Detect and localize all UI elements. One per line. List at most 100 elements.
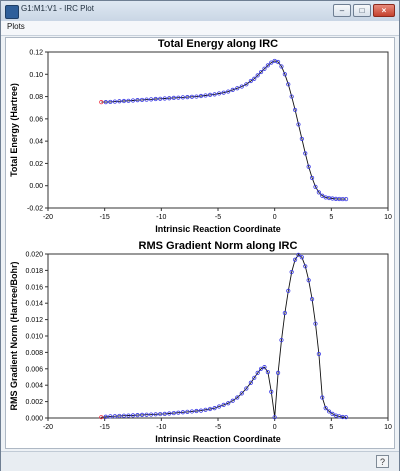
status-bar: ? <box>1 451 399 471</box>
window-title: G1:M1:V1 - IRC Plot <box>21 4 94 13</box>
chart-1-data-point <box>258 366 264 371</box>
chart-1-data-point <box>207 406 213 412</box>
chart-0-ytick-label: 0.10 <box>29 72 43 79</box>
chart-1-data-point <box>198 408 204 413</box>
chart-1-series-line <box>101 254 347 418</box>
chart-1-data-point <box>130 413 136 418</box>
chart-0-data-point <box>313 184 318 189</box>
chart-1-data-point <box>244 386 249 391</box>
chart-0-data-point <box>306 164 311 169</box>
chart-1-data-point <box>153 412 158 417</box>
chart-0-data-point <box>130 98 136 103</box>
chart-1-data-point <box>239 391 244 396</box>
chart-0-data-point <box>198 93 204 99</box>
chart-1-ytick-label: 0.004 <box>25 383 43 390</box>
chart-1-data-point <box>252 375 257 380</box>
plot-area: Total Energy along IRC -20 -15 -10 -5 0 5 10 -0.… <box>5 37 395 449</box>
chart-0-data-point <box>343 196 349 202</box>
chart-1-xtick-label: 0 <box>273 424 277 431</box>
chart-0-data-point <box>162 96 167 101</box>
chart-1-data-point <box>269 389 274 394</box>
chart-1-data-point <box>158 411 163 417</box>
chart-0-data-point <box>262 66 267 71</box>
chart-1-data-point <box>286 288 291 293</box>
chart-1-data-point <box>306 278 311 283</box>
chart-1-data-point <box>185 409 190 414</box>
chart-0-xtick-label: 10 <box>384 214 392 221</box>
chart-0-data-point <box>139 97 145 103</box>
chart-0-data-point <box>135 98 140 103</box>
help-icon[interactable]: ? <box>376 455 389 468</box>
chart-0-data-point <box>309 175 315 181</box>
chart-0-data-point <box>207 92 213 98</box>
chart-1-ytick-label: 0.016 <box>25 284 43 291</box>
chart-0-data-point <box>275 59 281 65</box>
chart-0-ylabel: Total Energy (Hartree) <box>9 83 19 177</box>
maximize-icon: □ <box>359 6 365 15</box>
chart-0-ytick-label: 0.08 <box>29 94 43 101</box>
chart-0-data-point <box>289 94 294 99</box>
chart-0-data-point <box>103 100 108 105</box>
chart-0-data-point <box>292 107 298 113</box>
chart-0-data-point <box>112 99 117 104</box>
chart-1-data-point <box>135 413 140 418</box>
chart-1-data-point <box>275 370 281 375</box>
chart-0-xlabel: Intrinsic Reaction Coordinate <box>155 224 281 234</box>
chart-0-xtick-label: 5 <box>329 214 333 221</box>
chart-1-data-point <box>112 414 117 419</box>
chart-1-xtick-label: -5 <box>215 424 221 431</box>
close-button[interactable]: × <box>373 4 395 17</box>
chart-1-data-point <box>313 321 318 326</box>
chart-1-xtick-label: -10 <box>156 424 166 431</box>
chart-1-data-point <box>203 407 208 412</box>
chart-0-data-point <box>121 98 127 104</box>
chart-1-ytick-label: 0.002 <box>25 399 43 406</box>
chart-1-ytick-label: 0.010 <box>25 334 43 341</box>
chart-1-data-point <box>176 410 181 415</box>
chart-0-data-point <box>176 95 181 100</box>
maximize-button[interactable]: □ <box>353 4 371 17</box>
chart-1-ytick-label: 0.020 <box>25 252 43 259</box>
chart-0-data-point <box>149 97 154 102</box>
chart-0-xtick-label: -20 <box>43 214 53 221</box>
chart-0-ytick-label: 0.00 <box>29 183 43 190</box>
chart-1-data-point <box>309 296 315 302</box>
chart-1-ylabel: RMS Gradient Norm (Hartree/Bohr) <box>9 261 19 410</box>
chart-0-data-point <box>99 100 104 105</box>
irc-plots-svg: Total Energy along IRC -20 -15 -10 -5 0 5 10 -0.… <box>9 38 392 444</box>
chart-1-data-point <box>292 257 298 262</box>
chart-1-data-point <box>282 310 287 316</box>
title-bar[interactable]: G1:M1:V1 - IRC Plot – □ × <box>1 1 399 22</box>
chart-1-data-point <box>303 264 308 269</box>
chart-0-data-point <box>158 96 163 101</box>
chart-1-data-point <box>103 414 108 419</box>
chart-1-frame <box>47 253 389 419</box>
chart-1-data-point <box>272 415 277 420</box>
chart-0-data-point <box>244 82 249 87</box>
chart-1-data-point <box>265 369 270 375</box>
chart-1-data-point <box>226 401 231 406</box>
chart-0-data-point <box>286 82 291 87</box>
chart-1-ytick-label: 0.008 <box>25 350 43 357</box>
chart-0-data-point <box>180 95 185 100</box>
minimize-button[interactable]: – <box>333 4 351 17</box>
chart-0-data-point <box>303 151 308 156</box>
chart-1-data-point <box>326 409 332 414</box>
menu-plots[interactable]: Plots <box>7 22 25 31</box>
chart-1-data-point <box>262 365 267 370</box>
chart-0-data-point <box>185 95 190 100</box>
chart-1-data-point <box>330 411 335 416</box>
chart-0-data-point <box>230 87 235 92</box>
chart-1-data-point <box>255 370 260 375</box>
chart-0-data-point <box>144 97 149 102</box>
close-icon: × <box>381 6 387 15</box>
window-controls: – □ × <box>333 4 395 17</box>
chart-0-ytick-label: 0.02 <box>29 161 43 168</box>
chart-1-data-point <box>149 412 154 417</box>
chart-1-ytick-label: 0.006 <box>25 366 43 373</box>
chart-1-data-point <box>162 411 167 416</box>
chart-1-ytick-label: 0.000 <box>25 416 43 423</box>
chart-1-xtick-label: 5 <box>329 424 333 431</box>
chart-1-xtick-label: 10 <box>384 424 392 431</box>
